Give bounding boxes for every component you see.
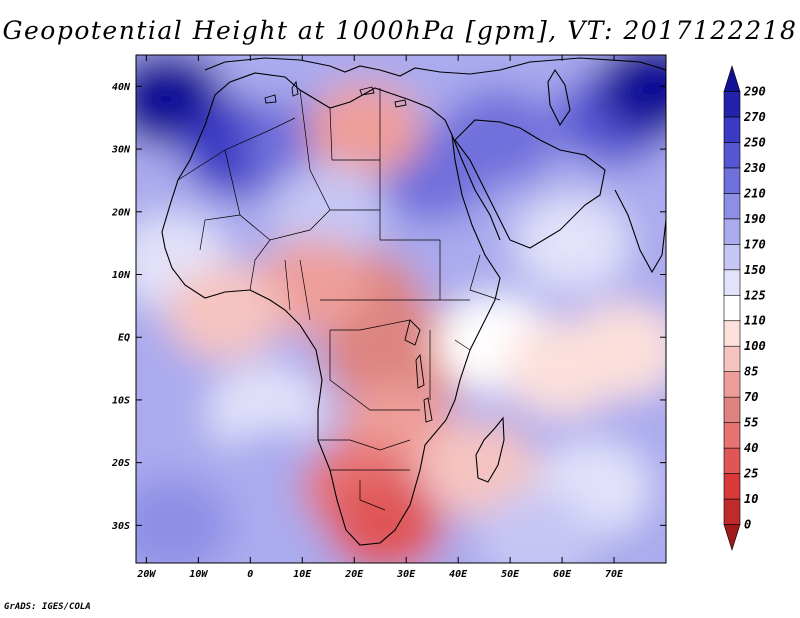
colorbar-segment (723, 193, 741, 220)
colorbar: 0 10 25 40 55 70 85 100 110 125 150 170 190 210 230 250… (723, 64, 766, 552)
y-tick-label: 20S (111, 458, 130, 469)
colorbar-label: 150 (744, 263, 766, 277)
colorbar-label: 190 (744, 212, 766, 226)
colorbar-segment (723, 244, 741, 271)
x-tick-label: 40E (449, 569, 468, 580)
x-tick-label: 20E (344, 569, 364, 580)
y-tick-label: EQ (118, 333, 130, 344)
great-lakes (404, 319, 433, 423)
colorbar-label: 10 (744, 492, 758, 506)
colorbar-segment (723, 473, 741, 500)
caspian-outline (547, 68, 571, 127)
y-tick-label: 40N (112, 82, 131, 93)
grads-credit: GrADS: IGES/COLA (4, 602, 91, 612)
geopotential-field (136, 55, 666, 563)
axes: 20W 10W 0 10E 20E 30E 40E 50E 60E 70E 40N 30N 20N 10N… (111, 55, 666, 580)
colorbar-segment (723, 422, 741, 449)
colorbar-label: 170 (744, 237, 766, 251)
colorbar-label: 40 (744, 441, 758, 455)
field-anomaly-7 (306, 82, 423, 179)
colorbar-segment (723, 167, 741, 194)
field-anomaly-18 (566, 301, 666, 398)
red-sea-coast (451, 134, 501, 241)
field-anomaly-27 (478, 489, 595, 563)
colorbar-segment (723, 64, 741, 92)
madagascar-coastline (475, 416, 505, 483)
field-anomaly-22 (136, 477, 231, 563)
colorbar-label: 210 (743, 186, 766, 200)
colorbar-segment (723, 524, 741, 552)
colorbar-segment (723, 371, 741, 398)
x-tick-label: 60E (553, 569, 572, 580)
y-tick-label: 30N (111, 145, 131, 156)
x-tick-label: 10W (189, 569, 208, 580)
colorbar-label: 125 (744, 288, 766, 302)
y-tick-label: 10S (112, 395, 130, 406)
colorbar-label: 0 (744, 518, 751, 532)
field-anomaly-13 (166, 264, 283, 361)
field-anomaly-12 (254, 239, 371, 336)
coastlines-and-borders (161, 57, 666, 546)
colorbar-segment (723, 142, 741, 169)
colorbar-label: 100 (744, 339, 766, 353)
field-anomaly-9 (514, 195, 631, 292)
x-tick-label: 20W (136, 569, 156, 580)
arabia-coastline (454, 119, 606, 249)
x-tick-label: 30E (396, 569, 416, 580)
colorbar-label: 110 (744, 314, 766, 328)
y-tick-label: 10N (112, 270, 131, 281)
colorbar-segment (723, 91, 741, 118)
colorbar-label: 290 (743, 84, 766, 98)
europe-coastline (204, 57, 666, 77)
colorbar-segment (723, 218, 741, 245)
colorbar-label: 250 (743, 135, 766, 149)
x-tick-label: 70E (605, 569, 624, 580)
colorbar-segment (723, 320, 741, 347)
mediterranean-islands (264, 80, 407, 108)
y-tick-label: 20N (111, 207, 131, 218)
colorbar-label: 85 (744, 365, 758, 379)
colorbar-segment (723, 345, 741, 372)
x-tick-label: 0 (247, 569, 253, 580)
colorbar-segment (723, 498, 741, 525)
colorbar-label: 55 (744, 416, 758, 430)
field-anomaly-25 (420, 420, 537, 517)
colorbar-segment (723, 294, 741, 322)
x-tick-label: 10E (293, 569, 312, 580)
map-title: Geopotential Height at 1000hPa [gpm], VT… (2, 16, 798, 45)
x-tick-label: 50E (501, 569, 520, 580)
india-coastline (614, 189, 666, 274)
colorbar-label: 230 (743, 161, 766, 175)
plot-frame (135, 54, 667, 564)
colorbar-segment (723, 269, 741, 296)
country-borders (177, 88, 501, 511)
colorbar-segment (723, 396, 741, 423)
colorbar-segment (723, 447, 741, 474)
colorbar-label: 25 (743, 467, 758, 481)
colorbar-segment (723, 116, 741, 143)
colorbar-label: 70 (744, 390, 758, 404)
colorbar-label: 270 (743, 110, 766, 124)
field-anomaly-6 (597, 55, 666, 135)
y-tick-label: 30S (111, 521, 130, 532)
